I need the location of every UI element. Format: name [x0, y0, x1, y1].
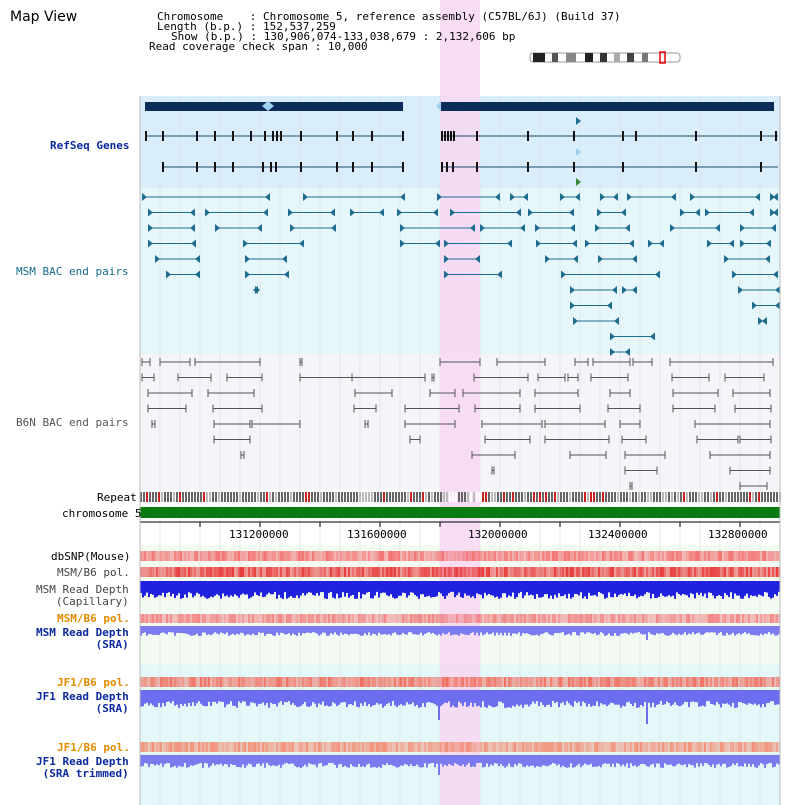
axis-tick-label: 132800000 [708, 528, 768, 541]
jf1-depth-background [140, 665, 780, 805]
length-label: Length (b.p.) [157, 20, 244, 33]
b6n-bac-track-background [140, 354, 780, 490]
msm-read-depth-capillary-track[interactable] [140, 581, 780, 599]
dbsnp-track[interactable] [140, 551, 780, 561]
msm-sra-label-line2: (SRA) [95, 638, 129, 651]
jf1-read-depth-sra-label[interactable]: JF1 Read Depth (SRA) [36, 691, 129, 715]
refseq-track-label[interactable]: RefSeq Genes [50, 139, 130, 152]
msm-read-depth-sra-label[interactable]: MSM Read Depth (SRA) [36, 627, 129, 651]
length-info-row: Length (b.p.) : 152,537,259 [157, 20, 336, 33]
grid-lines [139, 96, 781, 805]
jf1-sra-label-line1: JF1 Read Depth [36, 690, 129, 703]
jf1-sra-label-line2: (SRA) [95, 702, 129, 715]
show-label: Show (b.p.) [171, 30, 244, 43]
jf1-b6-pol-track-2[interactable] [140, 742, 780, 752]
chromosome-label: Chromosome [157, 10, 224, 23]
selected-region-highlight[interactable] [440, 0, 480, 805]
axis-tick-label: 131200000 [229, 528, 289, 541]
length-value: 152,537,259 [262, 20, 336, 33]
repeat-track[interactable] [140, 492, 781, 502]
jf1-read-depth-trimmed-label[interactable]: JF1 Read Depth (SRA trimmed) [36, 756, 129, 780]
jf1-read-depth-trimmed-track[interactable] [140, 755, 780, 775]
jf1-trimmed-label-line1: JF1 Read Depth [36, 755, 129, 768]
msm-bac-track-background [140, 188, 780, 354]
msm-depth-background [140, 545, 780, 665]
axis-tick-label: 132400000 [588, 528, 648, 541]
refseq-genes-track[interactable] [145, 101, 778, 186]
b6n-bac-pairs-track[interactable] [141, 358, 774, 490]
jf1-read-depth-sra-track[interactable] [140, 690, 780, 724]
msm-read-depth-sra-track[interactable] [140, 626, 780, 640]
msm-capillary-label-line1: MSM Read Depth [36, 583, 129, 596]
axis-tick-label: 131600000 [347, 528, 407, 541]
axis-tick-label: 132000000 [468, 528, 528, 541]
msm-read-depth-capillary-label[interactable]: MSM Read Depth (Capillary) [36, 584, 129, 608]
show-value: 130,906,074-133,038,679 : 2,132,606 bp [263, 30, 516, 43]
msm-sra-label-line1: MSM Read Depth [36, 626, 129, 639]
chromosome-info-row: Chromosome : Chromosome 5, reference ass… [157, 10, 621, 23]
chromosome-value: Chromosome 5, reference assembly (C57BL/… [262, 10, 621, 23]
repeat-track-label[interactable]: Repeat [97, 491, 137, 504]
jf1-b6-pol-track[interactable] [140, 677, 780, 687]
jf1-b6-pol-track-label-2[interactable]: JF1/B6 pol. [57, 741, 130, 754]
dbsnp-track-label[interactable]: dbSNP(Mouse) [51, 550, 131, 563]
msm-b6-pol-track-label-2[interactable]: MSM/B6 pol. [57, 612, 130, 625]
jf1-b6-pol-track-label[interactable]: JF1/B6 pol. [57, 676, 130, 689]
coverage-info-row: Read coverage check span : 10,000 [149, 40, 368, 53]
msm-bac-track-label[interactable]: MSM BAC end pairs [16, 265, 129, 278]
show-info-row: Show (b.p.) : 130,906,074-133,038,679 : … [171, 30, 516, 43]
refseq-track-background [140, 96, 780, 188]
chromosome-bar[interactable] [140, 507, 780, 518]
msm-capillary-label-line2: (Capillary) [55, 595, 129, 608]
b6n-bac-track-label[interactable]: B6N BAC end pairs [16, 416, 129, 429]
msm-bac-pairs-track[interactable] [142, 193, 780, 356]
jf1-trimmed-label-line2: (SRA trimmed) [42, 767, 129, 780]
app-title: Map View [10, 9, 78, 25]
axis-ticks [139, 522, 741, 527]
msm-b6-pol-track-label[interactable]: MSM/B6 pol. [57, 566, 130, 579]
coverage-label: Read coverage check span [149, 40, 308, 53]
chromosome-track-label: chromosome 5 [62, 507, 142, 520]
msm-b6-pol-track[interactable] [140, 567, 780, 577]
chromosome-ideogram[interactable] [529, 51, 681, 64]
coverage-value: 10,000 [327, 40, 368, 53]
msm-b6-pol-track-2[interactable] [140, 614, 780, 623]
